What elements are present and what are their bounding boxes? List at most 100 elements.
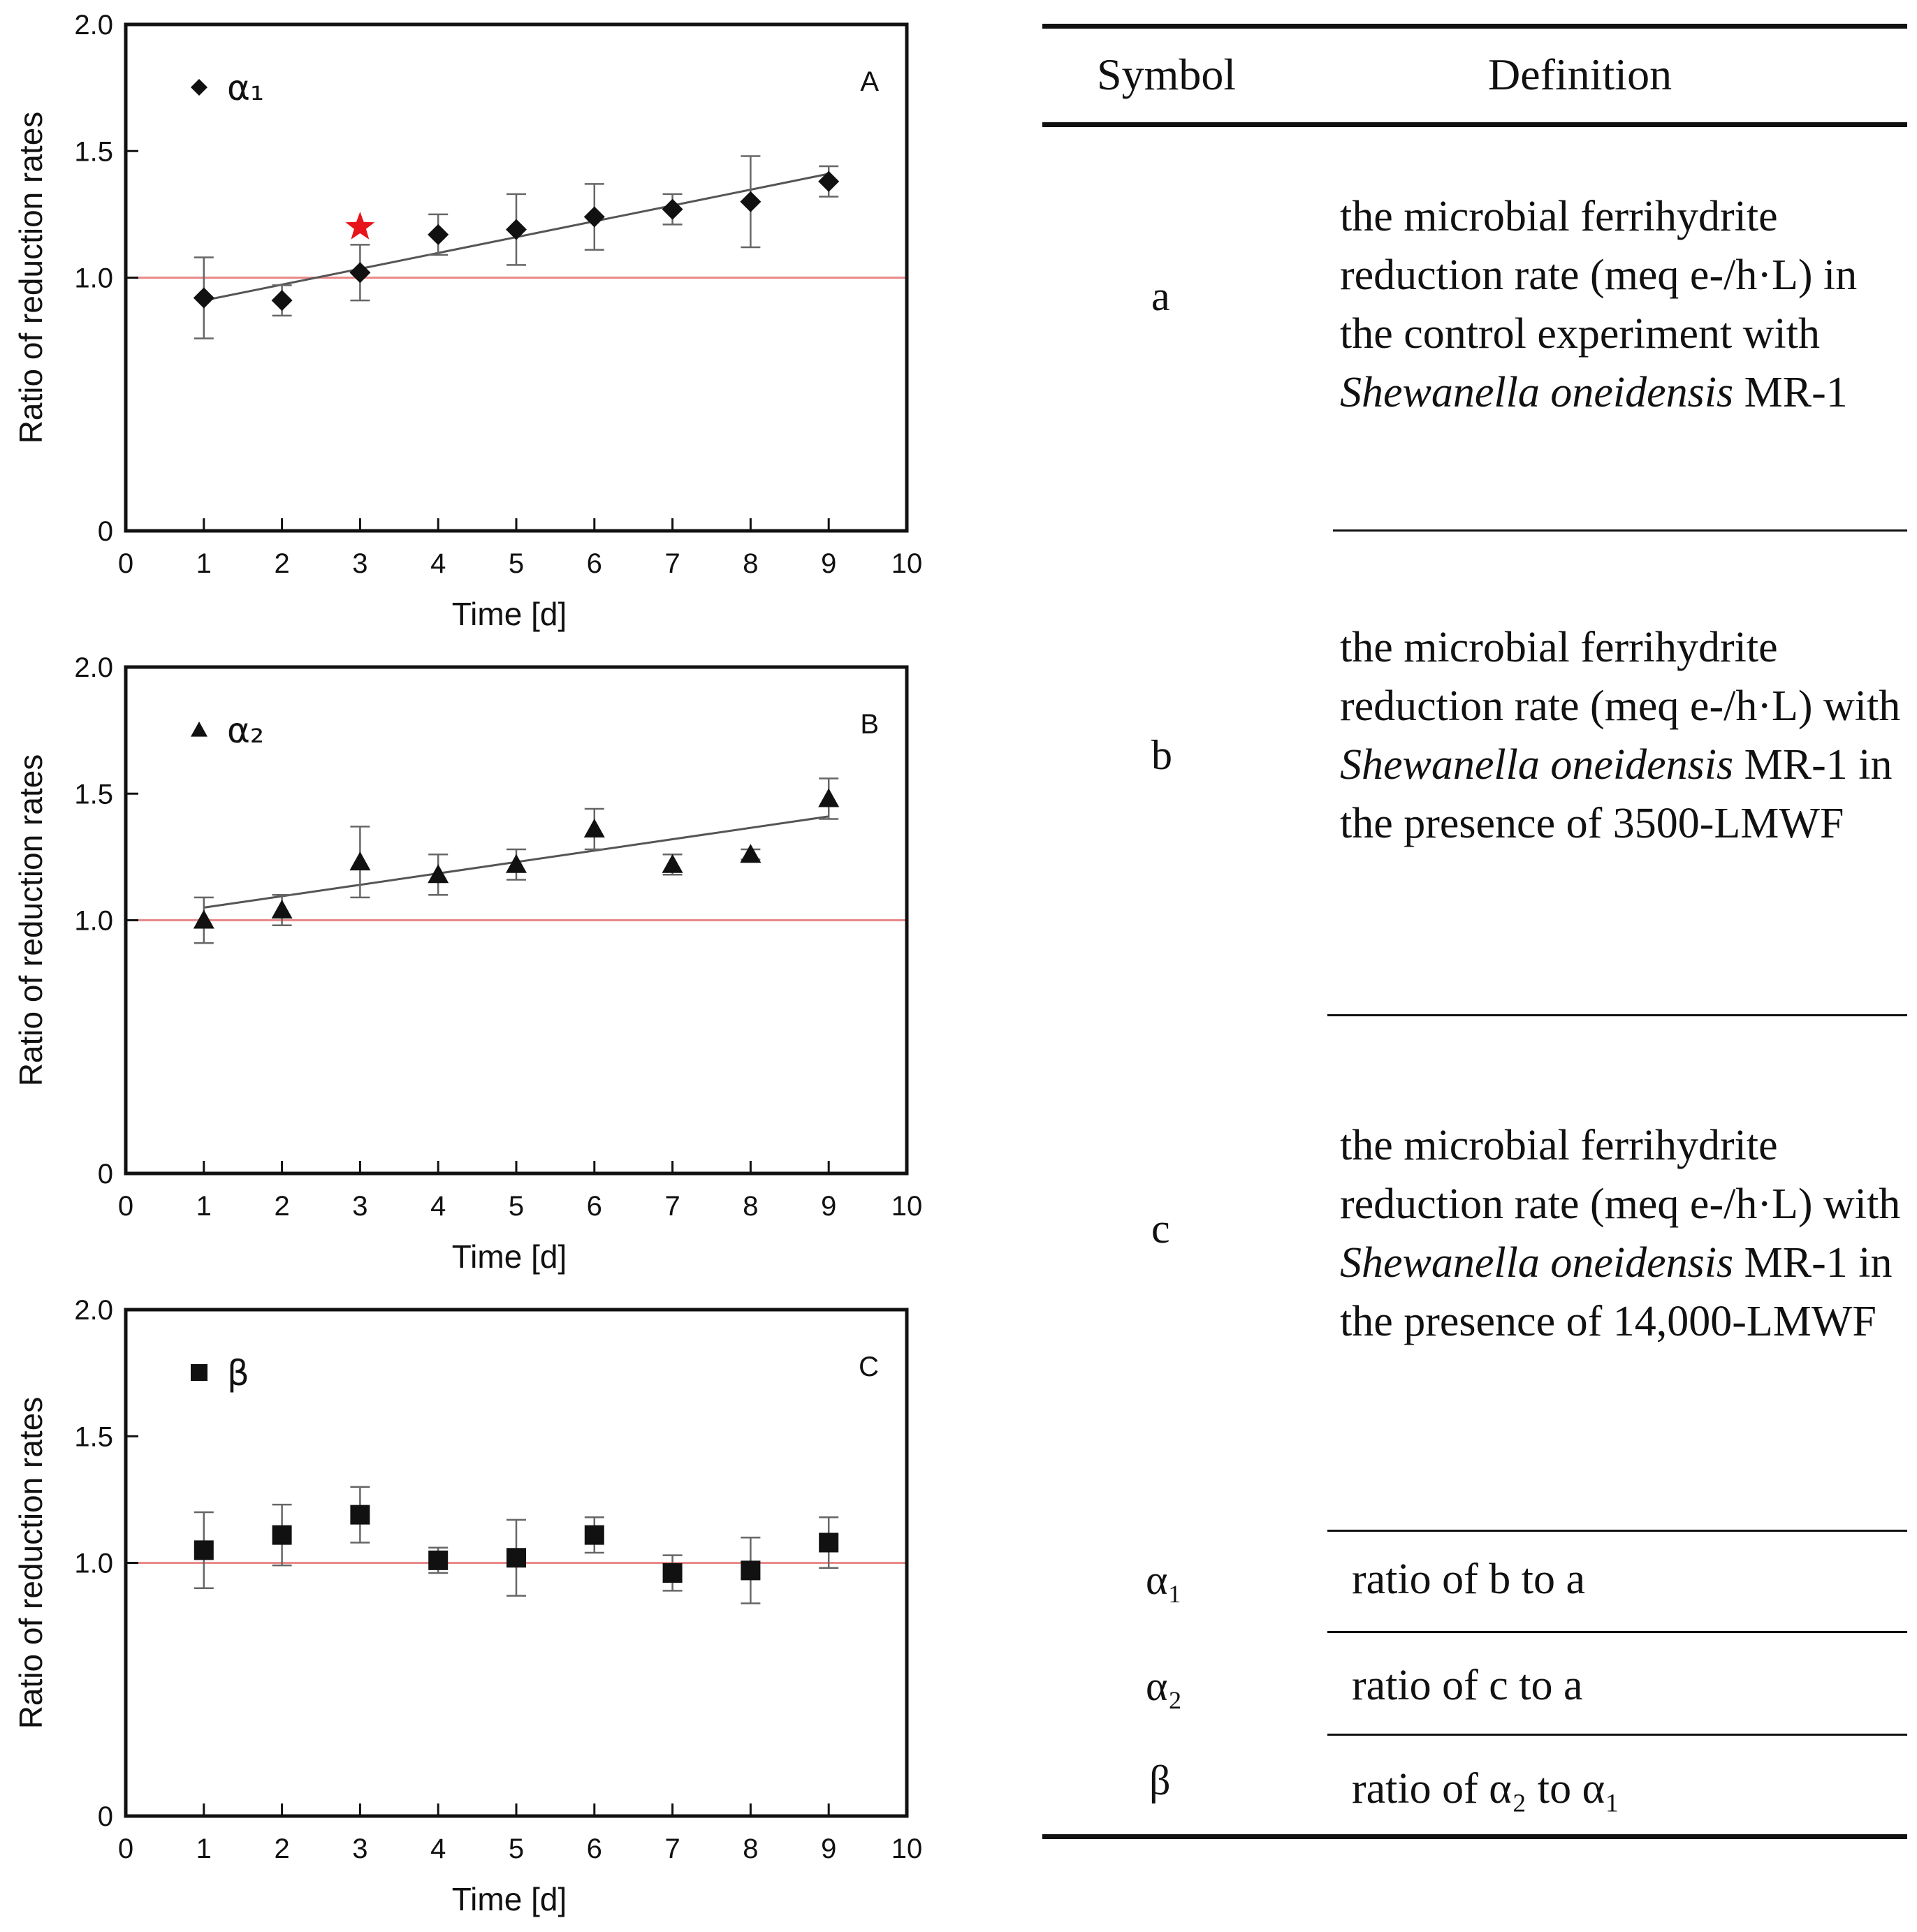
- x-tick-label: 9: [821, 1191, 836, 1222]
- x-tick-label: 7: [664, 1191, 680, 1222]
- data-point: [506, 854, 527, 873]
- data-point: [819, 1532, 839, 1553]
- x-tick-label: 10: [891, 548, 923, 579]
- data-point: [193, 909, 214, 929]
- data-point: [271, 900, 293, 919]
- y-tick-label: 0: [98, 1159, 113, 1190]
- data-point: [818, 788, 840, 807]
- y-tick-label: 2.0: [74, 1295, 113, 1326]
- data-point: [818, 170, 840, 192]
- x-tick-label: 9: [821, 1834, 836, 1864]
- data-point: [193, 287, 214, 309]
- table-row-beta-definition: ratio of α₂ to α₁: [1352, 1765, 1620, 1813]
- data-point: [741, 1560, 761, 1581]
- panel-letter: B: [860, 709, 879, 740]
- y-tick-label: 1.0: [74, 1549, 113, 1579]
- x-tick-label: 6: [587, 1191, 602, 1222]
- row-alpha2-rule: [1327, 1734, 1907, 1736]
- x-tick-label: 0: [118, 1834, 133, 1864]
- table-row-c-symbol: c: [1151, 1206, 1170, 1252]
- table-header-rule: [1042, 122, 1907, 127]
- data-point: [662, 854, 683, 873]
- table-row-alpha2-symbol: α₂: [1146, 1663, 1183, 1709]
- data-point: [428, 224, 449, 245]
- y-tick-label: 1.5: [74, 136, 113, 167]
- header-definition: Definition: [1488, 50, 1672, 99]
- row-c-species: Shewanella oneidensis: [1340, 1239, 1734, 1287]
- row-a-species: Shewanella oneidensis: [1340, 369, 1734, 416]
- row-alpha1-rule: [1327, 1631, 1907, 1633]
- x-tick-label: 4: [430, 1834, 446, 1864]
- data-point: [428, 864, 449, 884]
- x-tick-label: 8: [743, 1191, 758, 1222]
- row-b-species: Shewanella oneidensis: [1340, 741, 1734, 789]
- x-axis-label: Time [d]: [452, 596, 567, 632]
- row-a-strain: MR-1: [1733, 369, 1848, 416]
- y-tick-label: 0: [98, 1801, 113, 1832]
- row-c-rule: [1327, 1530, 1907, 1532]
- data-point: [506, 1548, 526, 1568]
- x-axis-label: Time [d]: [452, 1238, 567, 1275]
- x-tick-label: 9: [821, 548, 836, 579]
- table-top-rule: [1042, 24, 1907, 29]
- legend-label: α₁: [227, 68, 264, 108]
- y-axis-label: Ratio of reduction rates: [13, 1397, 49, 1729]
- row-c-strain: MR-1 in the presence of 14,000-LMWF: [1340, 1239, 1893, 1345]
- row-a-text: the microbial ferrihydrite reduction rat…: [1340, 193, 1858, 358]
- row-b-rule: [1327, 1014, 1907, 1016]
- table-row-c-definition: the microbial ferrihydrite reduction rat…: [1340, 1116, 1913, 1351]
- legend-label: α₂: [227, 710, 264, 751]
- data-point: [740, 191, 761, 212]
- x-tick-label: 6: [587, 1834, 602, 1864]
- chart-panel-c: 0 1.0 1.5 2.0 0 1 2 3 4 5 6 7 8 9 10 Time [d] Ratio of r…: [13, 1295, 923, 1917]
- table-row-a-definition: the microbial ferrihydrite reduction rat…: [1340, 187, 1913, 422]
- x-tick-label: 10: [891, 1834, 923, 1864]
- row-b-strain: MR-1 in the presence of 3500-LMWF: [1340, 741, 1893, 847]
- x-tick-label: 8: [743, 548, 758, 579]
- x-tick-label: 5: [509, 548, 524, 579]
- y-axis-label: Ratio of reduction rates: [13, 112, 49, 444]
- y-tick-label: 2.0: [74, 652, 113, 683]
- x-tick-label: 2: [274, 548, 289, 579]
- panel-letter: A: [860, 66, 879, 97]
- y-tick-label: 1.5: [74, 1421, 113, 1452]
- data-point: [740, 844, 761, 863]
- y-tick-label: 0: [98, 516, 113, 547]
- data-point: [428, 1550, 449, 1570]
- x-tick-label: 1: [196, 548, 212, 579]
- table-row-b-symbol: b: [1151, 732, 1172, 778]
- data-point: [271, 290, 293, 312]
- x-tick-label: 5: [509, 1191, 524, 1222]
- x-tick-label: 7: [664, 1834, 680, 1864]
- data-point: [272, 1525, 292, 1545]
- x-tick-label: 2: [274, 1834, 289, 1864]
- x-tick-label: 0: [118, 1191, 133, 1222]
- data-point: [583, 819, 605, 837]
- x-tick-label: 3: [352, 548, 367, 579]
- x-tick-label: 4: [430, 548, 446, 579]
- data-point: [662, 198, 683, 220]
- table-row-alpha2-definition: ratio of c to a: [1352, 1662, 1583, 1709]
- significance-star: [345, 212, 375, 240]
- x-tick-label: 7: [664, 548, 680, 579]
- x-tick-label: 0: [118, 548, 133, 579]
- data-point: [349, 851, 371, 871]
- x-tick-label: 4: [430, 1191, 446, 1222]
- y-tick-label: 2.0: [74, 10, 113, 41]
- data-point: [350, 1505, 370, 1525]
- x-tick-label: 1: [196, 1191, 212, 1222]
- legend-label: β: [227, 1353, 249, 1393]
- table-row-alpha1-definition: ratio of b to a: [1352, 1556, 1586, 1603]
- data-point: [583, 206, 605, 228]
- table-row-b-definition: the microbial ferrihydrite reduction rat…: [1340, 618, 1913, 853]
- row-b-text: the microbial ferrihydrite reduction rat…: [1340, 624, 1901, 730]
- x-axis-label: Time [d]: [452, 1881, 567, 1917]
- header-symbol: Symbol: [1097, 50, 1237, 99]
- table-row-a-symbol: a: [1151, 273, 1170, 319]
- symbol-definition-table: Symbol Definition a the microbial ferrih…: [1034, 0, 1917, 1932]
- x-tick-label: 3: [352, 1191, 367, 1222]
- x-tick-label: 1: [196, 1834, 212, 1864]
- y-axis-label: Ratio of reduction rates: [13, 754, 49, 1087]
- legend-marker: [191, 79, 207, 96]
- panel-letter: C: [859, 1352, 879, 1382]
